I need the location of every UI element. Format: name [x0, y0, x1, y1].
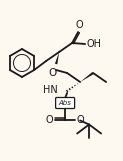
- Text: O: O: [46, 114, 53, 124]
- Text: OH: OH: [86, 39, 101, 49]
- Text: Abs: Abs: [59, 100, 72, 106]
- FancyBboxPatch shape: [56, 98, 75, 109]
- Polygon shape: [55, 52, 59, 64]
- Text: HN: HN: [43, 85, 58, 95]
- Polygon shape: [80, 72, 94, 82]
- Text: O: O: [75, 20, 83, 30]
- Text: O: O: [76, 114, 84, 124]
- Text: O: O: [48, 68, 56, 78]
